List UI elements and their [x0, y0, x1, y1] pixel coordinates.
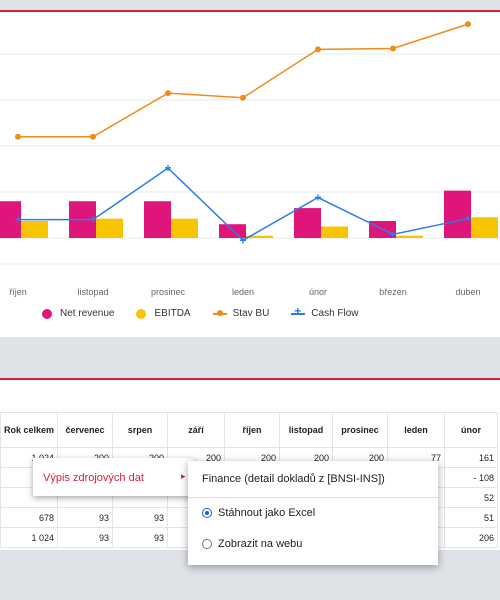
x-tick-label: duben [455, 287, 480, 297]
column-header[interactable]: říjen [224, 412, 281, 448]
table-cell: 93 [112, 507, 169, 528]
bar-ebitda [21, 220, 48, 238]
legend-net-revenue[interactable]: Net revenue [42, 308, 114, 319]
table-cell: 678 [0, 507, 59, 528]
chart-panel: říjen listopad prosinec leden únor březen dube… [0, 10, 500, 337]
bar-ebitda [471, 217, 498, 238]
legend-stav-bu-label: Stav BU [232, 308, 270, 319]
point-stav-bu [165, 90, 171, 97]
legend-ebitda-marker [136, 308, 147, 319]
bar-net-revenue [0, 201, 21, 238]
bar-ebitda [396, 235, 423, 238]
bar-net-revenue [144, 201, 171, 238]
table-cell: 93 [57, 527, 114, 548]
bar-net-revenue [444, 190, 471, 238]
point-cash-flow: + [389, 227, 396, 241]
option-label: Zobrazit na webu [218, 538, 303, 550]
radio-checked-icon[interactable] [202, 508, 212, 518]
point-cash-flow: + [89, 213, 96, 227]
bar-net-revenue [294, 208, 321, 238]
point-cash-flow: + [14, 213, 21, 227]
submenu-title: Finance (detail dokladů z [BNSI-INS]) [202, 473, 385, 485]
x-tick-label: březen [379, 287, 407, 297]
submenu-divider [188, 497, 438, 498]
column-header[interactable]: prosinec [332, 412, 389, 448]
context-menu: Výpis zdrojových dat ▸ [33, 458, 193, 496]
point-stav-bu [465, 21, 471, 28]
table-cell: 51 [444, 507, 499, 528]
legend-cash-flow[interactable]: Cash Flow [291, 304, 359, 319]
point-cash-flow: + [239, 233, 246, 247]
point-cash-flow: + [464, 212, 471, 226]
column-header[interactable]: únor [444, 412, 499, 448]
column-header[interactable]: leden [387, 412, 446, 448]
point-stav-bu [315, 46, 321, 53]
legend-cash-flow-label: Cash Flow [311, 308, 359, 319]
x-tick-label: prosinec [151, 287, 186, 297]
x-tick-label: leden [232, 287, 254, 297]
line-stav-bu [18, 23, 469, 138]
submenu-arrow-icon: ▸ [181, 471, 186, 481]
point-stav-bu [90, 133, 96, 140]
line-cash-flow [18, 167, 469, 242]
point-stav-bu [390, 45, 396, 52]
table-cell: 93 [57, 507, 114, 528]
radio-unchecked-icon[interactable] [202, 539, 212, 549]
menu-item-source-data[interactable]: Výpis zdrojových dat [43, 472, 144, 484]
legend-net-revenue-label: Net revenue [60, 308, 115, 319]
option-show-web[interactable]: Zobrazit na webu [202, 538, 302, 550]
x-tick-label: listopad [77, 287, 108, 297]
legend-ebitda[interactable]: EBITDA [136, 308, 191, 319]
point-stav-bu [15, 133, 21, 140]
table-cell: 93 [112, 527, 169, 548]
option-download-excel[interactable]: Stáhnout jako Excel [202, 507, 315, 519]
bar-ebitda [96, 218, 123, 238]
column-header[interactable]: září [167, 412, 226, 448]
column-header[interactable]: Rok celkem [0, 412, 59, 448]
table-cell: 161 [444, 447, 499, 468]
legend-cash-flow-marker [291, 304, 306, 319]
point-cash-flow: + [314, 191, 321, 205]
combo-chart: říjen listopad prosinec leden únor březen dube… [0, 21, 500, 297]
point-cash-flow: + [164, 161, 171, 175]
x-tick-label: únor [309, 287, 327, 297]
x-tick-label: říjen [9, 287, 27, 297]
export-submenu: Finance (detail dokladů z [BNSI-INS]) St… [188, 461, 438, 565]
bar-ebitda [246, 235, 273, 238]
table-header-row: Rok celkem červenec srpen září říjen lis… [0, 412, 499, 448]
column-header[interactable]: listopad [279, 412, 334, 448]
column-header[interactable]: červenec [57, 412, 114, 448]
table-cell: 52 [444, 487, 499, 508]
legend-ebitda-label: EBITDA [154, 308, 191, 319]
bar-ebitda [321, 226, 348, 238]
chart-legend: Net revenue EBITDA Stav BU Cash Flow [42, 304, 381, 319]
table-cell: 1 024 [0, 527, 59, 548]
table-cell: 206 [444, 527, 499, 548]
legend-net-revenue-marker [42, 308, 52, 319]
bar-ebitda [171, 218, 198, 238]
table-cell: - 108 [444, 467, 499, 488]
column-header[interactable]: srpen [112, 412, 169, 448]
legend-stav-bu-marker [212, 309, 227, 319]
legend-stav-bu[interactable]: Stav BU [212, 308, 270, 319]
option-label: Stáhnout jako Excel [218, 507, 316, 519]
point-stav-bu [240, 94, 246, 101]
